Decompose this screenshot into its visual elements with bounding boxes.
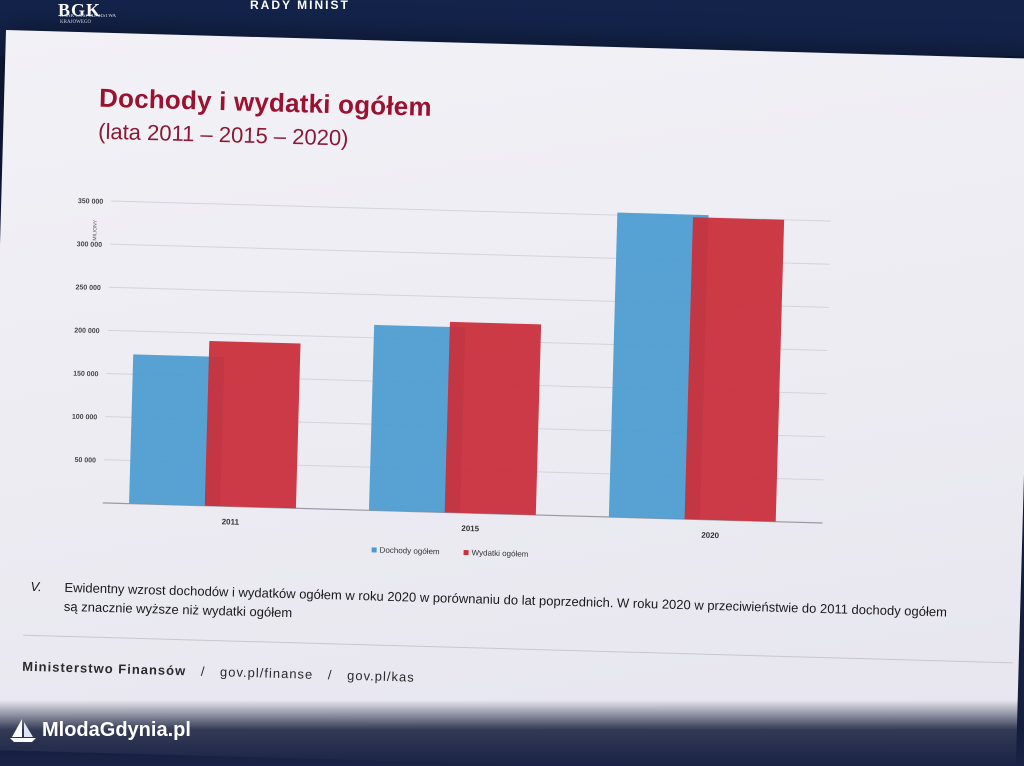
y-tick-label: 200 000 bbox=[74, 327, 100, 335]
footer-separator: / bbox=[200, 663, 206, 679]
bar-expense-2015 bbox=[444, 321, 542, 515]
presentation-slide: Dochody i wydatki ogółem (lata 2011 – 20… bbox=[0, 30, 1024, 766]
footer-ministry: Ministerstwo Finansów bbox=[22, 658, 187, 679]
bar-expense-2011 bbox=[204, 340, 301, 509]
y-tick-label: 300 000 bbox=[77, 241, 103, 249]
footer-link-kas[interactable]: gov.pl/kas bbox=[346, 667, 415, 685]
slide-subtitle: (lata 2011 – 2015 – 2020) bbox=[97, 118, 349, 151]
legend-swatch bbox=[371, 547, 377, 553]
y-tick-label: 250 000 bbox=[75, 284, 101, 292]
footer-divider bbox=[23, 634, 1013, 664]
x-tick-label: 2020 bbox=[701, 531, 720, 541]
bar-income-2011 bbox=[129, 354, 225, 507]
y-tick-label: 150 000 bbox=[73, 371, 99, 379]
note-number: V. bbox=[30, 578, 43, 595]
slide-title: Dochody i wydatki ogółem bbox=[98, 82, 433, 122]
bgk-logo-mark: BGK bbox=[58, 0, 102, 20]
bar-income-2020 bbox=[608, 212, 709, 520]
bgk-logo-subtitle: BANK GOSPODARSTWA KRAJOWEGO bbox=[60, 14, 116, 25]
watermark: MlodaGdynia.pl bbox=[8, 717, 191, 743]
footer-separator: / bbox=[327, 667, 333, 683]
bar-expense-2020 bbox=[684, 217, 785, 522]
sailboat-icon bbox=[10, 719, 36, 742]
x-tick-label: 2015 bbox=[461, 524, 480, 534]
y-axis-label: MILIONY bbox=[92, 219, 99, 240]
legend-swatch bbox=[463, 549, 469, 556]
slide-footer: Ministerstwo Finansów / gov.pl/finanse /… bbox=[22, 659, 415, 685]
bgk-logo: BGK BANK GOSPODARSTWA KRAJOWEGO bbox=[58, 0, 116, 25]
y-tick-label: 350 000 bbox=[78, 198, 104, 206]
y-tick-label: 50 000 bbox=[74, 457, 96, 465]
x-tick-label: 2011 bbox=[222, 517, 240, 526]
slide-note: V. Ewidentny wzrost dochodów i wydatków … bbox=[30, 577, 961, 620]
watermark-text: MlodaGdynia.pl bbox=[42, 718, 191, 741]
y-tick-label: 100 000 bbox=[72, 414, 98, 422]
footer-link-finanse[interactable]: gov.pl/finanse bbox=[219, 664, 314, 682]
bottom-band bbox=[0, 700, 1024, 766]
bar-income-2015 bbox=[368, 324, 466, 513]
legend-label: Wydatki ogółem bbox=[471, 548, 528, 559]
legend-label: Dochody ogółem bbox=[379, 546, 440, 557]
note-text: Ewidentny wzrost dochodów i wydatków ogó… bbox=[63, 579, 948, 621]
bar-chart: 50 000 100 000 150 000 200 000 250 000 300 00… bbox=[72, 198, 831, 559]
banner-title: RADY MINIST bbox=[250, 0, 350, 12]
